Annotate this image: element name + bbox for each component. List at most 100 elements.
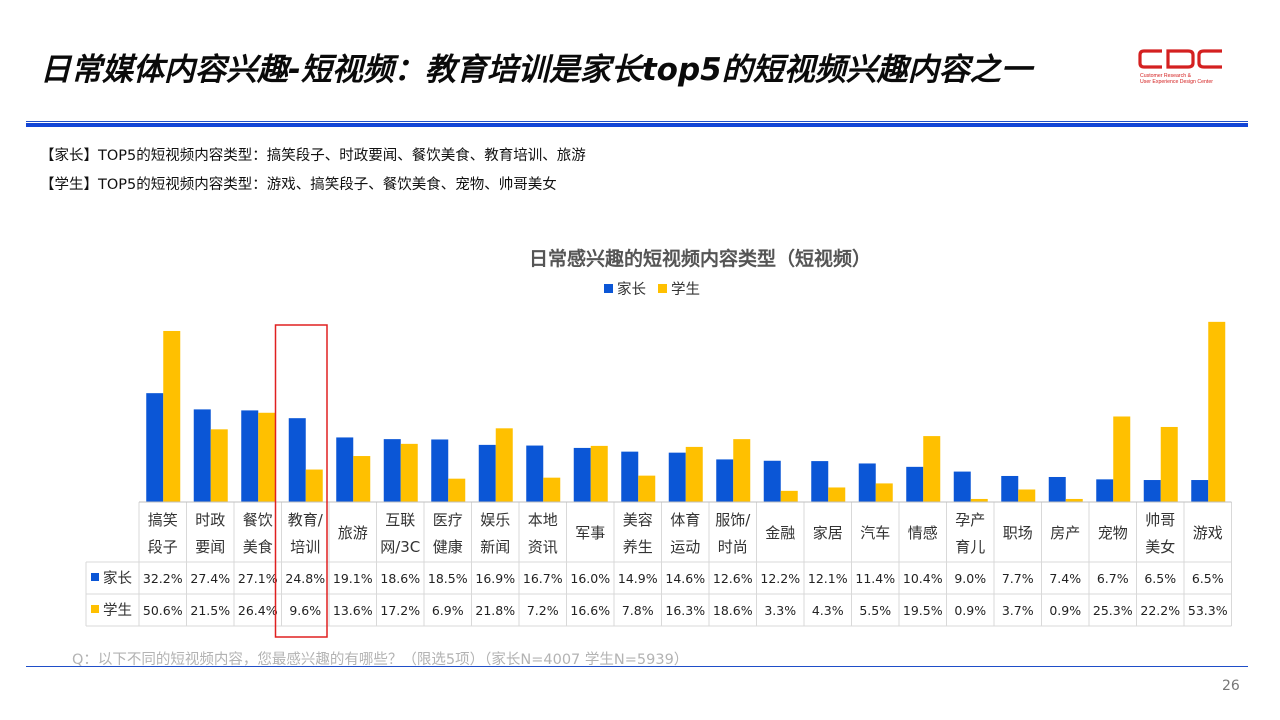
bar-student [970, 498, 988, 502]
logo-subtitle: Customer Research & User Experience Desi… [1140, 73, 1213, 85]
bar-student [305, 469, 323, 502]
bar-student [543, 477, 561, 502]
x-tick-label: 网/3C [380, 538, 420, 556]
data-label: 16.6% [570, 603, 610, 618]
bar-student [1065, 498, 1083, 502]
bar-parent [288, 418, 306, 502]
x-tick-label: 游戏 [1193, 524, 1223, 542]
data-label: 3.3% [764, 603, 796, 618]
bar-student [1018, 489, 1036, 502]
highlight-box [274, 324, 328, 638]
bar-student [638, 475, 656, 502]
bar-parent [241, 410, 259, 502]
data-label: 6.5% [1144, 571, 1176, 586]
bar-parent [573, 447, 591, 502]
legend-swatch-parent [604, 284, 613, 293]
bar-parent [953, 471, 971, 502]
x-tick-label: 服饰/ [715, 511, 751, 529]
data-label: 25.3% [1093, 603, 1133, 618]
data-label: 4.3% [812, 603, 844, 618]
x-tick-label: 美女 [1145, 538, 1175, 556]
x-tick-label: 餐饮 [243, 511, 273, 529]
data-label: 0.9% [1049, 603, 1081, 618]
bar-parent [336, 437, 354, 502]
bar-parent [431, 439, 449, 502]
x-tick-label: 汽车 [860, 524, 890, 542]
x-tick-label: 医疗 [433, 511, 463, 529]
data-label: 5.5% [859, 603, 891, 618]
data-label: 22.2% [1140, 603, 1180, 618]
footer-rule [26, 666, 1248, 667]
bar-parent [668, 452, 686, 502]
x-tick-label: 育儿 [955, 538, 985, 556]
data-label: 18.6% [380, 571, 420, 586]
x-tick-label: 健康 [433, 538, 463, 556]
data-label: 27.4% [190, 571, 230, 586]
data-label: 7.4% [1049, 571, 1081, 586]
data-label: 17.2% [380, 603, 420, 618]
data-label: 21.8% [475, 603, 515, 618]
cdc-logo-mark [1138, 49, 1222, 69]
bar-student [590, 445, 608, 502]
x-tick-label: 孕产 [955, 511, 985, 529]
data-label: 16.3% [665, 603, 705, 618]
x-tick-label: 时政 [195, 511, 225, 529]
data-label: 18.5% [428, 571, 468, 586]
data-label: 19.5% [903, 603, 943, 618]
bar-parent [1096, 479, 1114, 502]
bar-parent [146, 393, 164, 502]
x-tick-label: 体育 [670, 511, 700, 529]
legend-item-student: 学生 [658, 278, 700, 299]
bar-parent [478, 444, 496, 502]
data-label: 19.1% [333, 571, 373, 586]
data-label: 12.2% [760, 571, 800, 586]
bar-student [1208, 321, 1226, 502]
x-tick-label: 培训 [290, 538, 320, 556]
cdc-logo: Customer Research & User Experience Desi… [1138, 48, 1228, 88]
x-tick-label: 时尚 [718, 538, 748, 556]
bar-parent [858, 463, 876, 502]
bar-parent [526, 445, 544, 502]
table-series-label: 家长 [103, 570, 132, 587]
data-label: 53.3% [1188, 603, 1228, 618]
x-tick-label: 宠物 [1098, 524, 1128, 542]
bar-student [1160, 426, 1178, 502]
data-label: 10.4% [903, 571, 943, 586]
x-tick-label: 美容 [623, 511, 653, 529]
bar-student [210, 429, 228, 502]
legend-label-parent: 家长 [617, 282, 646, 298]
x-tick-label: 美食 [243, 538, 273, 556]
header-rule-thick [26, 123, 1248, 127]
x-tick-label: 段子 [148, 538, 178, 556]
data-label: 11.4% [855, 571, 895, 586]
bar-parent [763, 460, 781, 502]
x-tick-label: 互联 [385, 511, 415, 529]
data-label: 0.9% [954, 603, 986, 618]
bar-parent [1001, 475, 1019, 502]
data-label: 16.7% [523, 571, 563, 586]
data-label: 24.8% [285, 571, 325, 586]
bar-student [495, 428, 513, 502]
page-number: 26 [1222, 678, 1240, 694]
chart-title: 日常感兴趣的短视频内容类型（短视频） [528, 248, 871, 270]
data-label: 26.4% [238, 603, 278, 618]
data-label: 9.0% [954, 571, 986, 586]
bar-parent [383, 439, 401, 502]
data-label: 6.9% [432, 603, 464, 618]
legend-swatch-student [658, 284, 667, 293]
table-series-label: 学生 [103, 602, 132, 619]
bar-student [875, 483, 893, 502]
bar-parent [193, 409, 211, 502]
bar-parent [811, 461, 829, 502]
summary-parent-top5: 【家长】TOP5的短视频内容类型：搞笑段子、时政要闻、餐饮美食、教育培训、旅游 [40, 148, 586, 164]
bar-student [448, 478, 466, 502]
x-tick-label: 本地 [528, 511, 558, 529]
summary-student-top5: 【学生】TOP5的短视频内容类型：游戏、搞笑段子、餐饮美食、宠物、帅哥美女 [40, 177, 557, 193]
x-tick-label: 资讯 [528, 538, 558, 556]
data-label: 12.1% [808, 571, 848, 586]
bar-student [828, 487, 846, 502]
x-tick-label: 家居 [813, 524, 843, 542]
x-tick-label: 帅哥 [1145, 511, 1175, 529]
data-label: 50.6% [143, 603, 183, 618]
